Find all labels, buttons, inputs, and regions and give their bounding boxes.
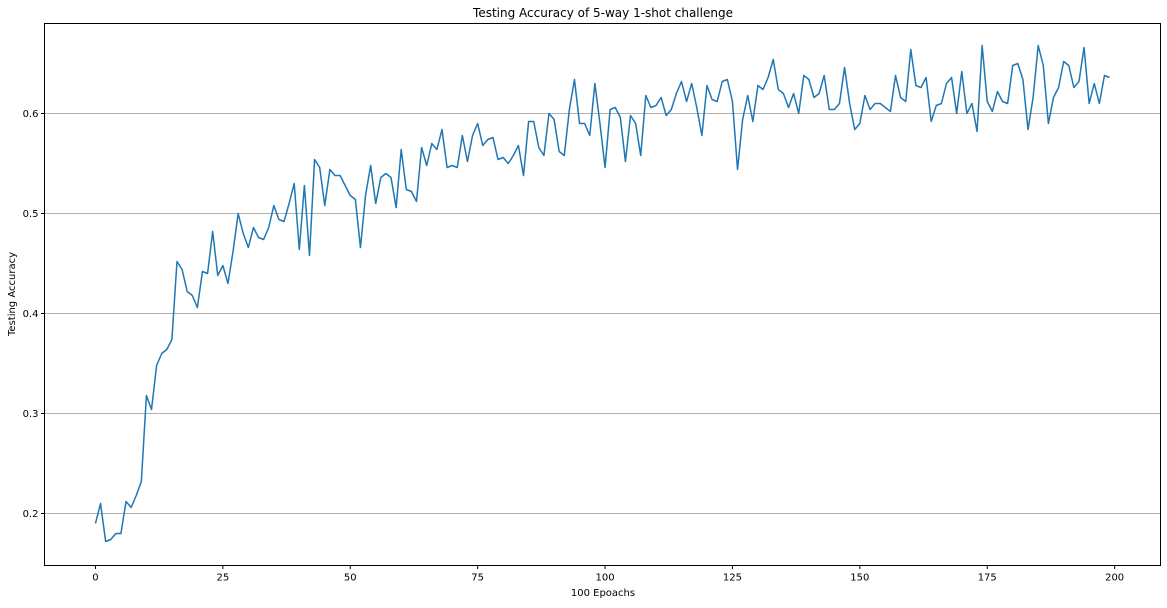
- x-tick-label: 75: [471, 573, 484, 584]
- x-tick-label: 100: [596, 573, 615, 584]
- y-tick-label: 0.2: [23, 509, 39, 520]
- gridlines: [44, 113, 1161, 514]
- y-axis-label: Testing Accuracy: [7, 252, 18, 337]
- y-tick-label: 0.4: [23, 309, 39, 320]
- y-tick-label: 0.5: [23, 209, 39, 220]
- y-tick-label: 0.6: [23, 109, 39, 120]
- x-axis-label: 100 Epoachs: [571, 588, 635, 599]
- y-axis-ticks: 0.2 0.3 0.4 0.5 0.6: [23, 109, 45, 520]
- x-tick-label: 175: [978, 573, 997, 584]
- x-tick-label: 0: [92, 573, 98, 584]
- x-tick-label: 125: [723, 573, 742, 584]
- x-tick-label: 150: [850, 573, 869, 584]
- x-tick-label: 25: [216, 573, 229, 584]
- series-line: [94, 44, 1110, 543]
- x-tick-label: 200: [1105, 573, 1124, 584]
- series-layer: [94, 44, 1110, 543]
- y-tick-label: 0.3: [23, 409, 39, 420]
- x-tick-label: 50: [344, 573, 357, 584]
- x-axis-ticks: 0 25 50 75 100 125 150 175 200: [92, 565, 1124, 584]
- chart-title: Testing Accuracy of 5-way 1-shot challen…: [472, 6, 733, 20]
- plot-area-frame: [44, 23, 1161, 566]
